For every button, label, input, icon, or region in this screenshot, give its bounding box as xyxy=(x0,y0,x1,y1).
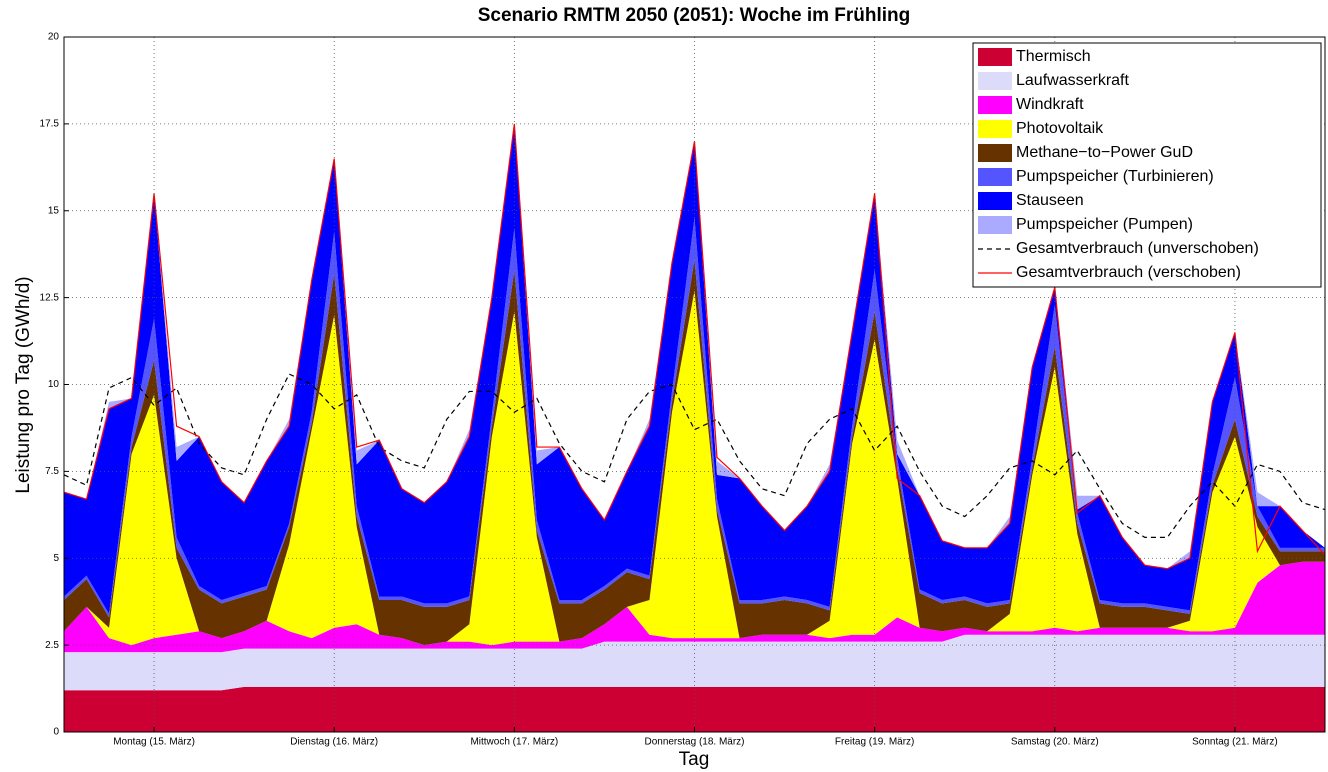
y-tick-label: 17.5 xyxy=(40,119,60,130)
chart-title: Scenario RMTM 2050 (2051): Woche im Früh… xyxy=(478,5,911,26)
y-tick-label: 12.5 xyxy=(40,292,60,303)
legend-swatch xyxy=(978,216,1012,234)
area xyxy=(64,123,1325,614)
y-tick-label: 20 xyxy=(48,32,60,43)
legend-label: Gesamtverbrauch (unverschoben) xyxy=(1016,240,1259,257)
legend-label: Methane−to−Power GuD xyxy=(1016,144,1193,161)
x-tick-label: Freitag (19. März) xyxy=(835,737,914,748)
legend-label: Stauseen xyxy=(1016,192,1084,209)
legend-label: Gesamtverbrauch (verschoben) xyxy=(1016,264,1241,281)
y-tick-label: 15 xyxy=(48,205,60,216)
legend-swatch xyxy=(978,192,1012,210)
area xyxy=(64,561,1325,653)
x-tick-label: Mittwoch (17. März) xyxy=(470,737,558,748)
legend-swatch xyxy=(978,48,1012,66)
legend: Thermisch Laufwasserkraft Windkraft Photovo… xyxy=(972,42,1322,288)
x-tick-label: Samstag (20. März) xyxy=(1011,737,1099,748)
y-tick-label: 7.5 xyxy=(45,466,59,477)
legend-swatch xyxy=(978,144,1012,162)
y-tick-label: 2.5 xyxy=(45,640,59,651)
legend-label: Pumpspeicher (Turbinieren) xyxy=(1016,168,1214,185)
legend-box xyxy=(972,42,1322,288)
y-tick-label: 0 xyxy=(53,727,59,738)
legend-swatch xyxy=(978,72,1012,90)
legend-label: Thermisch xyxy=(1016,48,1091,65)
x-tick-label: Montag (15. März) xyxy=(113,737,195,748)
x-tick-label: Dienstag (16. März) xyxy=(290,737,378,748)
legend-swatch xyxy=(978,96,1012,114)
legend-swatch xyxy=(978,120,1012,138)
plot-frame xyxy=(63,36,1326,733)
x-axis-label: Tag xyxy=(679,749,710,770)
y-tick-label: 5 xyxy=(53,553,59,564)
legend-label: Windkraft xyxy=(1016,96,1084,113)
area xyxy=(64,290,1325,646)
legend-label: Laufwasserkraft xyxy=(1016,72,1129,89)
y-tick-label: 10 xyxy=(48,379,60,390)
line xyxy=(63,373,1326,538)
legend-label: Photovoltaik xyxy=(1016,120,1104,137)
x-tick-label: Donnerstag (18. März) xyxy=(644,737,744,748)
legend-label: Pumpspeicher (Pumpen) xyxy=(1016,216,1193,233)
y-axis-label: Leistung pro Tag (GWh/d) xyxy=(13,276,34,493)
x-tick-label: Sonntag (21. März) xyxy=(1192,737,1278,748)
legend-swatch xyxy=(978,168,1012,186)
